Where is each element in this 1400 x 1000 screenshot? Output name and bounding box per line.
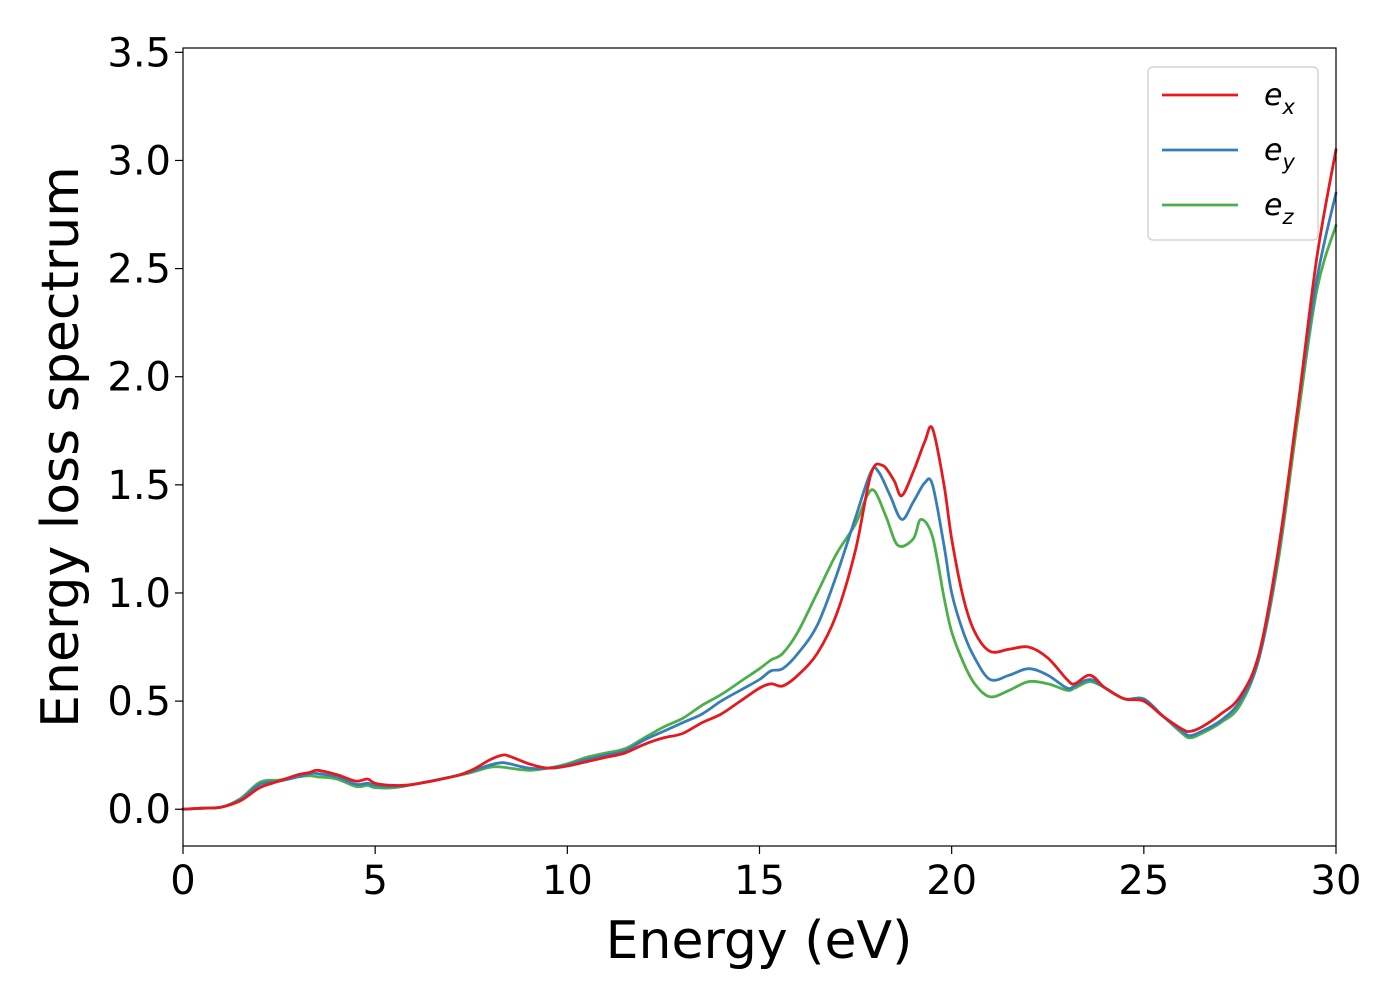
y-tick-label: 1.0 [107,571,171,617]
legend-label-ex: ex [1264,78,1295,119]
legend-label-subscript: y [1281,150,1295,174]
legend-label-ey: ey [1264,133,1295,174]
x-tick-label: 10 [542,858,593,904]
x-axis-label: Energy (eV) [606,911,913,971]
x-tick-label: 0 [170,858,195,904]
y-axis: 0.0 0.5 1.0 1.5 2.0 2.5 3.0 3.5 [107,30,183,833]
legend-label-ez: ez [1264,188,1294,229]
y-tick-label: 2.0 [107,355,171,401]
series-line-ex [181,148,1338,811]
y-tick-label: 0.0 [107,787,171,833]
x-tick-label: 15 [734,858,785,904]
y-tick-label: 3.5 [107,30,171,76]
y-axis-label: Energy loss spectrum [31,166,91,728]
legend-label-subscript: z [1281,205,1294,229]
y-tick-label: 3.0 [107,138,171,184]
x-tick-label: 30 [1311,858,1362,904]
series-lines [181,148,1338,811]
legend-label-base: e [1264,133,1282,168]
legend-label-subscript: x [1281,95,1295,119]
x-tick-label: 25 [1118,858,1169,904]
x-tick-label: 20 [926,858,977,904]
x-tick-label: 5 [362,858,387,904]
x-axis: 0 5 10 15 20 25 30 [170,846,1361,904]
y-tick-label: 2.5 [107,247,171,293]
legend-label-base: e [1264,188,1282,223]
legend-box [1147,66,1319,241]
y-tick-label: 1.5 [107,463,171,509]
y-tick-label: 0.5 [107,679,171,725]
legend-label-base: e [1264,78,1282,113]
plot-area [183,48,1336,846]
